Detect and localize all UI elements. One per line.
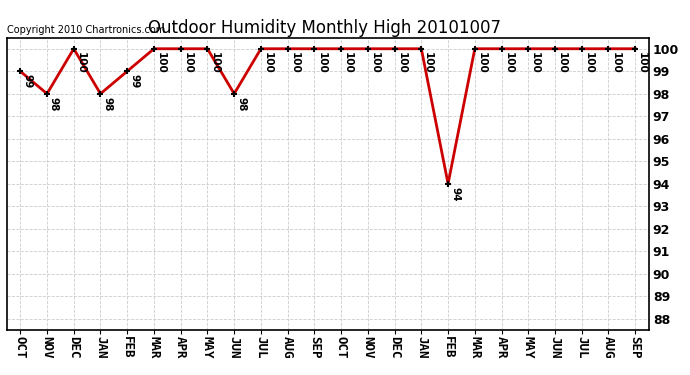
Text: 98: 98 bbox=[236, 96, 246, 111]
Text: 100: 100 bbox=[477, 51, 486, 73]
Text: 100: 100 bbox=[504, 51, 513, 73]
Text: 99: 99 bbox=[129, 74, 139, 88]
Text: Outdoor Humidity Monthly High 20101007: Outdoor Humidity Monthly High 20101007 bbox=[148, 19, 501, 37]
Text: 100: 100 bbox=[183, 51, 193, 73]
Text: Copyright 2010 Chartronics.com: Copyright 2010 Chartronics.com bbox=[7, 25, 165, 34]
Text: 100: 100 bbox=[290, 51, 299, 73]
Text: 100: 100 bbox=[316, 51, 326, 73]
Text: 100: 100 bbox=[209, 51, 219, 73]
Text: 100: 100 bbox=[76, 51, 86, 73]
Text: 100: 100 bbox=[423, 51, 433, 73]
Text: 100: 100 bbox=[156, 51, 166, 73]
Text: 100: 100 bbox=[397, 51, 406, 73]
Text: 100: 100 bbox=[343, 51, 353, 73]
Text: 100: 100 bbox=[637, 51, 647, 73]
Text: 100: 100 bbox=[263, 51, 273, 73]
Text: 98: 98 bbox=[49, 96, 59, 111]
Text: 100: 100 bbox=[530, 51, 540, 73]
Text: 100: 100 bbox=[584, 51, 593, 73]
Text: 94: 94 bbox=[450, 186, 460, 201]
Text: 99: 99 bbox=[22, 74, 32, 88]
Text: 98: 98 bbox=[102, 96, 112, 111]
Text: 100: 100 bbox=[557, 51, 567, 73]
Text: 100: 100 bbox=[370, 51, 380, 73]
Text: 100: 100 bbox=[611, 51, 620, 73]
